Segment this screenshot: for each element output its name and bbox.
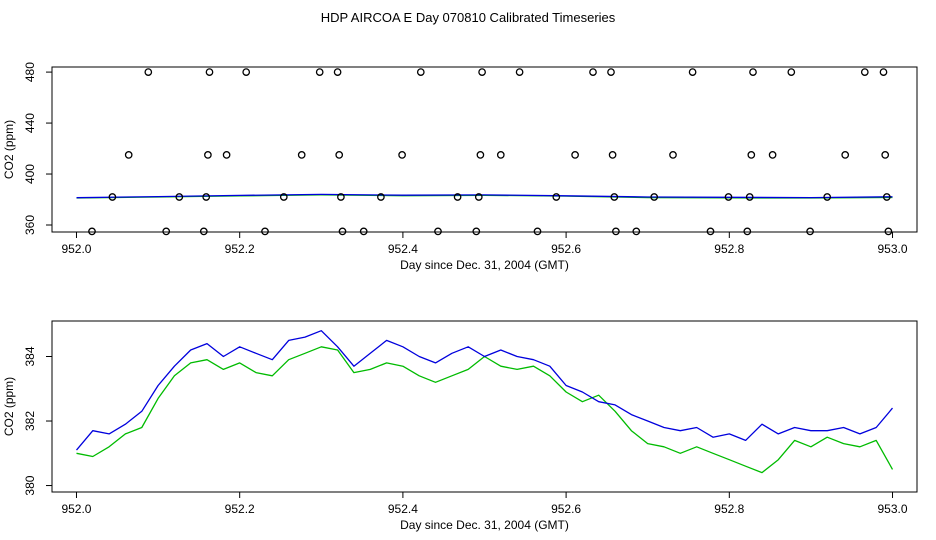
data-point <box>88 227 96 236</box>
y-tick-label: 440 <box>23 113 37 133</box>
bottom-plot-frame <box>51 320 918 493</box>
data-point <box>338 227 347 236</box>
data-point <box>144 68 153 76</box>
top-x-axis: 952.0 952.2 952.4 952.6 952.8 953.0 <box>61 232 908 256</box>
x-tick-label: 952.0 <box>61 242 91 256</box>
series-line-blue <box>76 330 893 451</box>
data-point <box>589 68 597 76</box>
y-tick-label: 360 <box>23 215 37 235</box>
data-point <box>768 151 777 159</box>
bottom-x-axis: 952.0 952.2 952.4 952.6 952.8 953.0 <box>61 492 908 516</box>
data-point <box>297 151 306 159</box>
data-point <box>879 68 888 76</box>
data-point <box>533 227 542 236</box>
data-point <box>472 227 481 236</box>
data-point <box>261 227 269 236</box>
data-point <box>476 151 485 159</box>
top-points <box>88 68 893 236</box>
data-point <box>608 151 617 159</box>
data-point <box>202 193 211 201</box>
x-tick-label: 953.0 <box>878 242 908 256</box>
data-point <box>860 68 869 76</box>
data-point <box>434 227 442 236</box>
data-point <box>398 151 406 159</box>
data-point <box>806 227 814 236</box>
bottom-x-axis-label: Day since Dec. 31, 2004 (GMT) <box>400 518 569 532</box>
series-line-blue <box>76 193 893 199</box>
x-tick-label: 952.2 <box>225 502 255 516</box>
x-tick-label: 953.0 <box>878 502 908 516</box>
x-tick-label: 952.6 <box>551 242 581 256</box>
data-point <box>333 68 342 76</box>
data-point <box>515 68 524 76</box>
x-tick-label: 952.6 <box>551 502 581 516</box>
data-point <box>335 151 344 159</box>
series-line-green <box>76 346 894 474</box>
data-point <box>571 151 579 159</box>
data-point <box>204 151 212 159</box>
data-point <box>474 193 483 201</box>
top-x-axis-label: Day since Dec. 31, 2004 (GMT) <box>400 258 569 272</box>
data-point <box>610 193 619 201</box>
data-point <box>747 151 756 159</box>
data-point <box>496 151 505 159</box>
bottom-series-lines <box>76 330 894 474</box>
data-point <box>669 151 677 159</box>
data-point <box>478 68 486 76</box>
x-tick-label: 952.4 <box>388 502 418 516</box>
data-point <box>453 193 462 201</box>
data-point <box>162 227 171 236</box>
data-point <box>841 151 850 159</box>
data-point <box>688 68 697 76</box>
data-point <box>884 227 893 236</box>
x-tick-label: 952.8 <box>714 242 744 256</box>
panel-bottom: 952.0 952.2 952.4 952.6 952.8 953.0 380 382 384… <box>2 320 918 532</box>
data-point <box>315 68 324 76</box>
data-point <box>124 151 133 159</box>
data-point <box>724 193 733 201</box>
panel-top: 952.0 952.2 952.4 952.6 952.8 953.0 360 400 440… <box>2 62 918 272</box>
data-point <box>416 68 425 76</box>
y-tick-label: 384 <box>23 346 37 366</box>
data-point <box>205 68 214 76</box>
data-point <box>279 193 288 201</box>
data-point <box>749 68 757 76</box>
top-series-lines <box>76 193 893 199</box>
y-tick-label: 400 <box>23 164 37 184</box>
data-point <box>612 227 620 236</box>
data-point <box>337 193 345 201</box>
data-point <box>108 193 117 201</box>
data-point <box>359 227 368 236</box>
x-tick-label: 952.4 <box>388 242 418 256</box>
bottom-y-axis-label: CO2 (ppm) <box>2 377 16 436</box>
data-point <box>743 227 752 236</box>
data-point <box>787 68 796 76</box>
y-tick-label: 480 <box>23 62 37 82</box>
data-point <box>222 151 231 159</box>
data-point <box>607 68 615 76</box>
y-tick-label: 380 <box>23 475 37 495</box>
x-tick-label: 952.2 <box>225 242 255 256</box>
x-tick-label: 952.8 <box>714 502 744 516</box>
top-y-axis-label: CO2 (ppm) <box>2 120 16 179</box>
x-tick-label: 952.0 <box>61 502 91 516</box>
data-point <box>632 227 641 236</box>
data-point <box>377 193 385 201</box>
data-point <box>882 193 891 201</box>
figure-title: HDP AIRCOA E Day 070810 Calibrated Times… <box>321 10 616 25</box>
bottom-y-axis: 380 382 384 <box>23 346 52 496</box>
data-point <box>823 193 832 201</box>
data-point <box>552 193 561 201</box>
data-point <box>242 68 251 76</box>
data-point <box>199 227 208 236</box>
top-y-axis: 360 400 440 480 <box>23 62 52 235</box>
data-point <box>881 151 890 159</box>
data-point <box>706 227 715 236</box>
y-tick-label: 382 <box>23 411 37 431</box>
data-point <box>175 193 184 201</box>
top-plot-frame <box>51 66 918 233</box>
data-point <box>745 193 754 201</box>
data-point <box>650 193 659 201</box>
